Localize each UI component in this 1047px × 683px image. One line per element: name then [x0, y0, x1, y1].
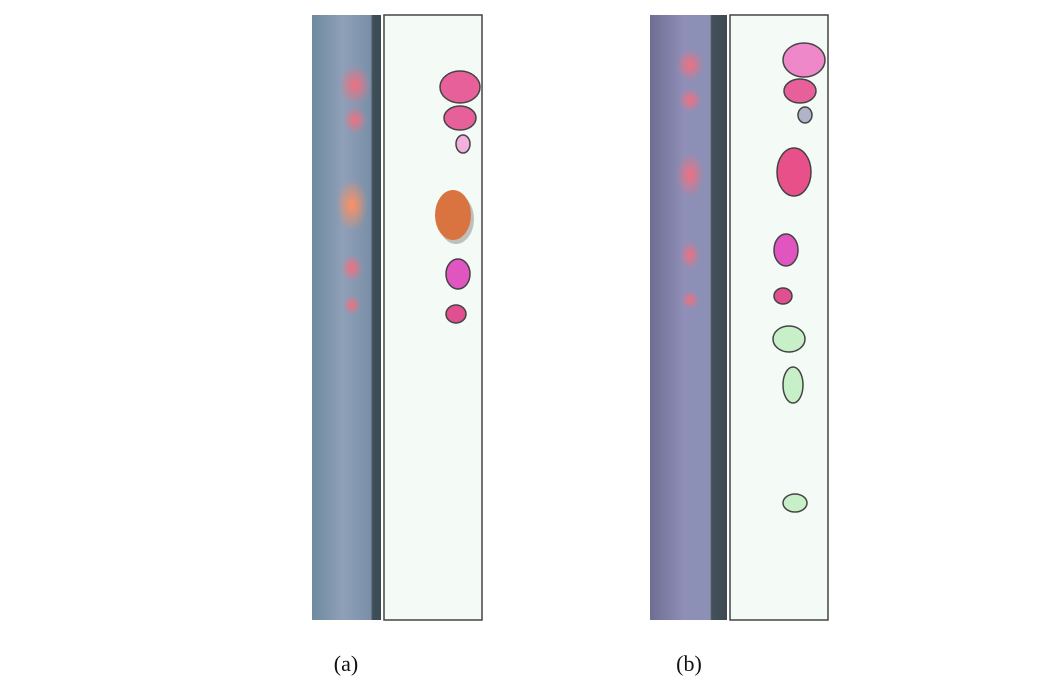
plate-photo-b [650, 15, 727, 620]
page: (a) (b) (() => { const data = JSON.parse… [0, 0, 1047, 683]
caption: (a) [334, 651, 358, 676]
spot-diagram-b [730, 15, 828, 620]
plate-photo-a [312, 15, 381, 620]
spot-diagram-a [384, 15, 482, 620]
caption: (b) [676, 651, 702, 676]
figure: (a) (b) [0, 0, 1047, 683]
